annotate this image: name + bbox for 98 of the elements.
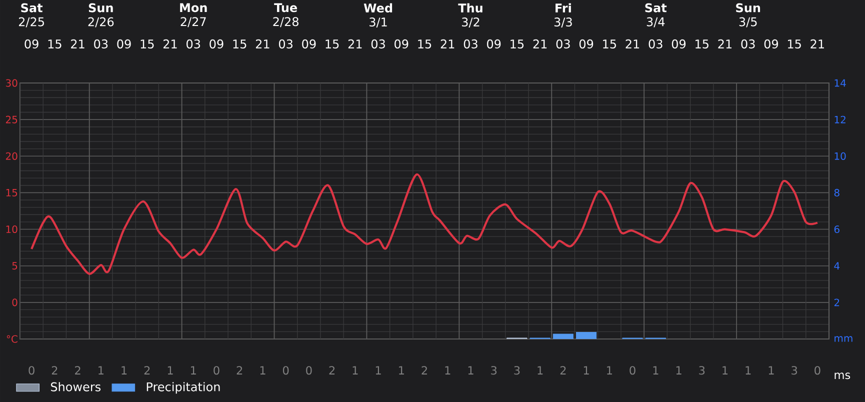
text: Sun 2/26 (88, 3, 114, 28)
x-tick-label: 21 (348, 39, 362, 48)
data-label: 1 (676, 366, 682, 374)
x-tick-label: 15 (510, 40, 524, 48)
x-tick-label: 15 (788, 40, 801, 48)
text: Mon 2/27 (180, 3, 207, 28)
y2-tick-label: 12 (834, 116, 846, 124)
text: Sat 3/4 (645, 3, 667, 28)
x-tick-label: 09 (117, 39, 131, 48)
data-label: 0 (282, 366, 289, 375)
data-label: 0 (28, 366, 34, 375)
data-label: 1 (98, 366, 104, 374)
x-tick-label: 15 (140, 40, 154, 48)
text: Fri 3/3 (554, 3, 572, 28)
x-tick-label: 15 (418, 40, 432, 48)
x-tick-label: 09 (579, 39, 594, 48)
x-tick-label: 15 (603, 40, 616, 48)
x-tick-label: 03 (648, 39, 662, 48)
x-tick-label: 03 (741, 39, 755, 48)
y-tick-label: 30 (6, 79, 18, 87)
y-tick-label: 25 (6, 116, 18, 124)
legend-label: Showers (50, 382, 101, 392)
x-tick-label: 09 (487, 39, 501, 48)
x-tick-label: 09 (302, 39, 316, 48)
data-label: 0 (630, 366, 636, 375)
data-label: 1 (468, 366, 474, 374)
y2-tick-label: 14 (834, 79, 846, 87)
data-label: 3 (699, 366, 705, 375)
text: Wed 3/1 (364, 3, 392, 28)
data-label: 1 (399, 366, 404, 374)
x-tick-label: 09 (672, 39, 686, 48)
data-label: 3 (792, 366, 798, 375)
data-label: 1 (768, 366, 774, 374)
x-tick-label: 09 (210, 39, 224, 48)
x-tick-label: 09 (24, 39, 38, 48)
y2-tick-label: 4 (834, 262, 840, 270)
data-label: 1 (722, 366, 728, 374)
x-tick-label: 09 (764, 39, 778, 48)
data-label: 2 (75, 366, 80, 374)
x-tick-label: 03 (186, 39, 200, 48)
y-tick-label: 5 (12, 262, 18, 270)
legend-label: Precipitation (146, 382, 220, 394)
text: Tue 2/28 (273, 3, 298, 28)
data-label: 1 (653, 366, 658, 374)
x-tick-label: 15 (696, 40, 708, 48)
data-label: 2 (422, 366, 427, 374)
y2-tick-label: mm (834, 336, 852, 342)
data-label: 2 (560, 366, 566, 374)
x-tick-label: 03 (464, 39, 478, 48)
y2-tick-label: 10 (834, 152, 846, 160)
x-tick-label: 03 (371, 39, 385, 48)
y-tick-label: 20 (6, 152, 18, 160)
data-label: 0 (306, 366, 312, 375)
text: Sat 2/25 (18, 3, 44, 28)
x-tick-label: 15 (326, 40, 339, 48)
data-label: 1 (746, 366, 751, 374)
data-label: 1 (191, 366, 196, 374)
data-label: 1 (584, 366, 589, 374)
x-tick-label: 21 (163, 39, 177, 48)
data-label: 1 (260, 366, 266, 374)
x-tick-label: 03 (556, 39, 570, 48)
y2-tick-label: 8 (834, 188, 840, 196)
data-label: 3 (514, 366, 520, 375)
x-tick-label: 21 (718, 39, 732, 48)
x-tick-label: 21 (256, 39, 270, 48)
x-tick-label: 21 (533, 39, 547, 48)
data-label: 2 (52, 366, 58, 374)
x-tick-label: 21 (440, 39, 454, 48)
data-label: 1 (168, 366, 173, 374)
data-label: 3 (491, 366, 497, 375)
data-label: 2 (329, 366, 335, 374)
data-label: 1 (122, 366, 127, 374)
x-tick-label: 21 (810, 39, 824, 48)
data-label: 0 (814, 366, 820, 375)
y2-tick-label: 6 (834, 225, 840, 234)
x-tick-label: 09 (394, 39, 408, 48)
x-tick-label: 03 (94, 39, 108, 48)
x-tick-label: 03 (278, 39, 292, 48)
data-label: 1 (376, 366, 381, 374)
data-label: 2 (236, 366, 242, 374)
data-label: 1 (445, 366, 450, 374)
data-label: 0 (214, 366, 220, 375)
y-tick-label: 10 (6, 225, 18, 234)
text: ms (834, 372, 850, 380)
text: Thu 3/2 (458, 3, 482, 28)
text: Sun 3/5 (736, 3, 760, 28)
data-label: 1 (352, 366, 358, 374)
y-tick-label: 0 (12, 298, 18, 306)
data-label: 1 (538, 366, 543, 374)
y2-tick-label: 2 (834, 298, 840, 306)
data-label: 2 (144, 366, 150, 374)
x-tick-label: 21 (71, 39, 84, 48)
x-tick-label: 15 (48, 40, 62, 48)
data-label: 1 (607, 366, 612, 374)
x-tick-label: 21 (626, 39, 640, 48)
y-tick-label: °C (6, 335, 18, 343)
x-tick-label: 15 (233, 40, 246, 48)
y-tick-label: 15 (6, 189, 18, 196)
